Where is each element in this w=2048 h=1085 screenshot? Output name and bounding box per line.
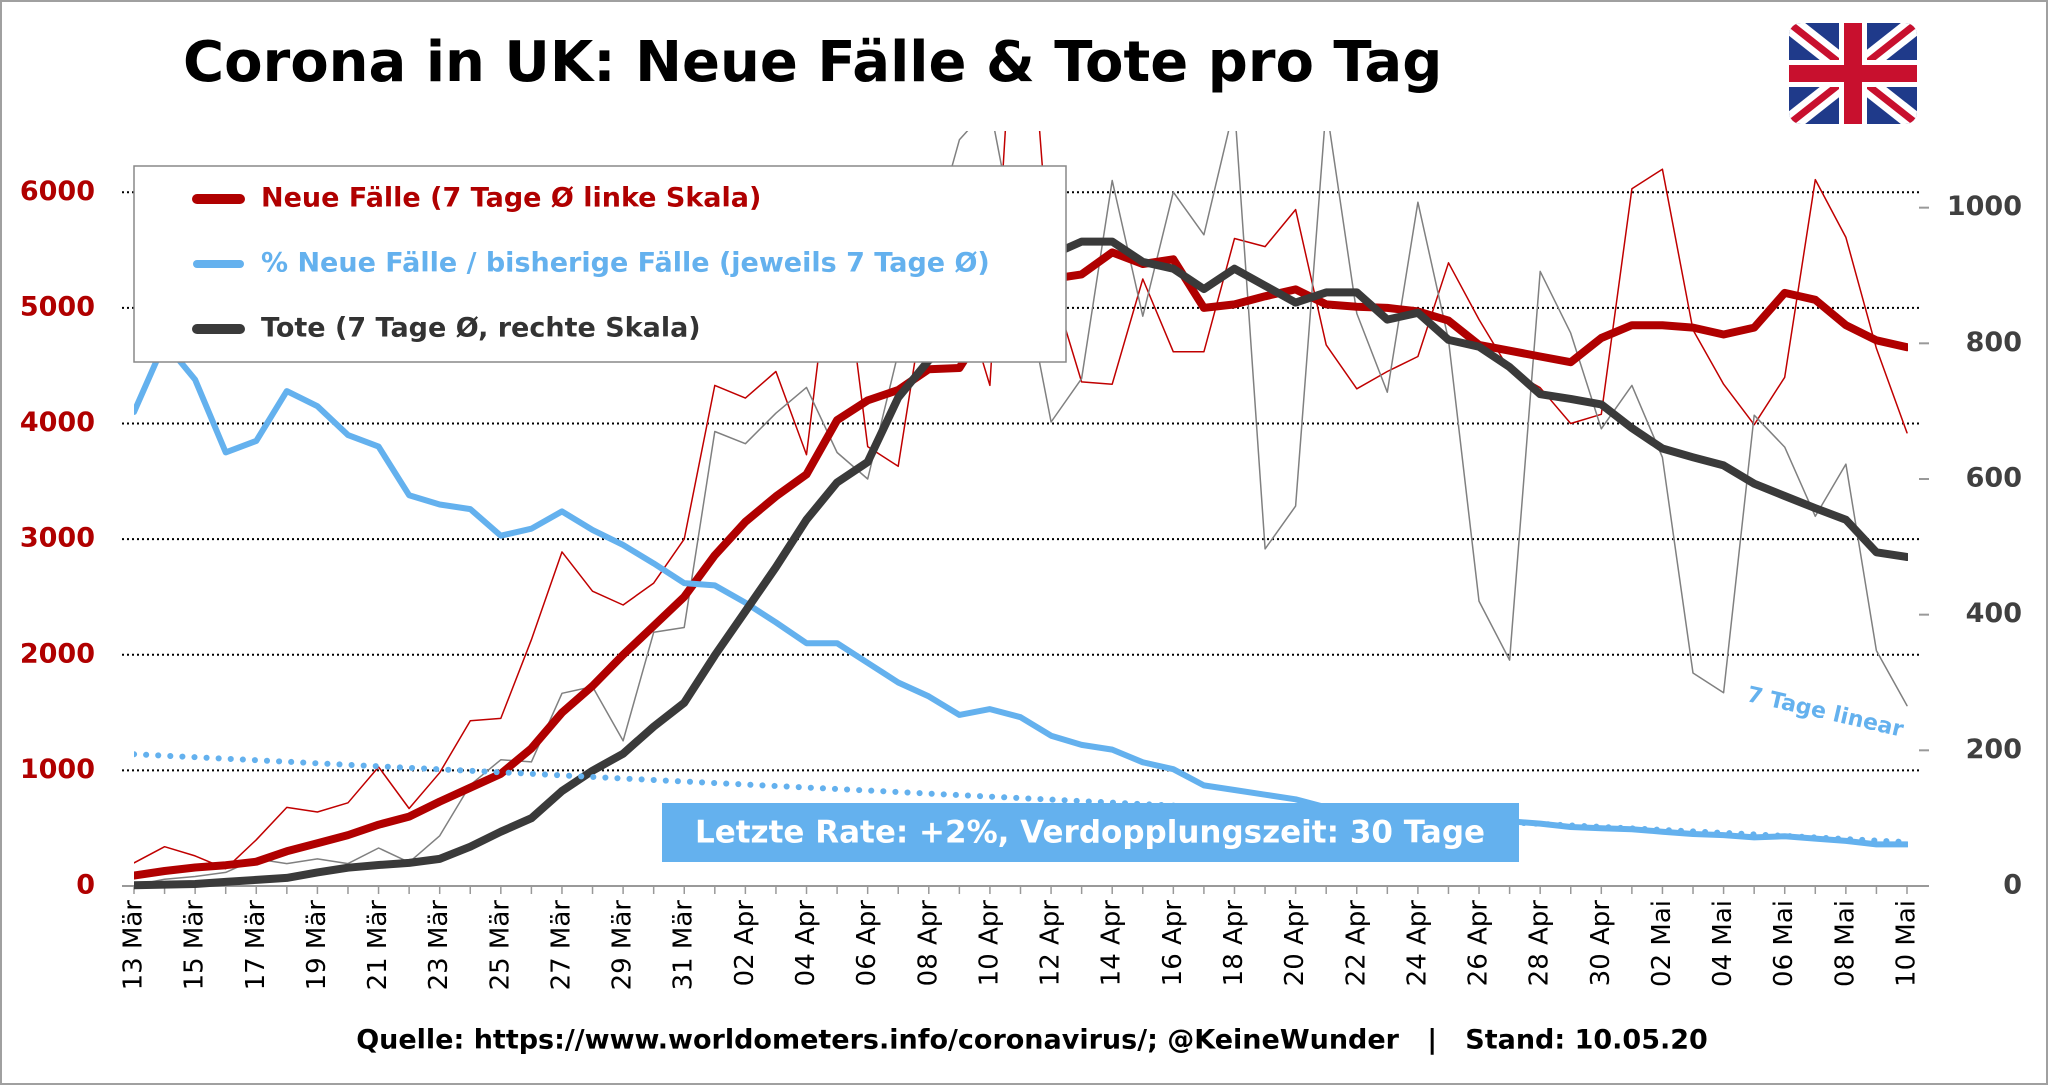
x-tick-label: 18 Apr bbox=[1219, 900, 1249, 987]
x-tick-label: 20 Apr bbox=[1280, 900, 1310, 987]
legend-label: Tote (7 Tage Ø, rechte Skala) bbox=[261, 313, 701, 344]
legend-label: Neue Fälle (7 Tage Ø linke Skala) bbox=[261, 183, 761, 214]
legend: Neue Fälle (7 Tage Ø linke Skala) % Neue … bbox=[133, 165, 1067, 363]
x-tick-label: 08 Mai bbox=[1830, 900, 1860, 987]
chart-title: Corona in UK: Neue Fälle & Tote pro Tag bbox=[183, 30, 1442, 95]
x-tick-label: 06 Mai bbox=[1769, 900, 1799, 987]
x-tick-label: 26 Apr bbox=[1464, 900, 1494, 987]
x-tick-label: 28 Apr bbox=[1525, 900, 1555, 987]
x-tick-label: 14 Apr bbox=[1097, 900, 1127, 987]
y-tick-label: 0 bbox=[76, 870, 95, 901]
y-tick-label: 1000 bbox=[20, 754, 95, 785]
legend-label: % Neue Fälle / bisherige Fälle (jeweils … bbox=[261, 248, 990, 279]
y2-tick-label: 800 bbox=[1966, 327, 2022, 358]
legend-box bbox=[133, 165, 1067, 363]
series-line bbox=[134, 339, 1908, 848]
x-tick-label: 08 Apr bbox=[913, 900, 943, 987]
y-tick-label: 2000 bbox=[20, 638, 95, 669]
x-tick-label: 15 Mär bbox=[180, 900, 210, 991]
y2-tick-label: 0 bbox=[2003, 870, 2022, 901]
y-tick-label: 5000 bbox=[20, 291, 95, 322]
annotation-box bbox=[662, 803, 1519, 862]
y2-tick-label: 1000 bbox=[1947, 191, 2022, 222]
x-tick-label: 25 Mär bbox=[485, 900, 515, 991]
x-tick-label: 04 Mai bbox=[1708, 900, 1738, 987]
x-tick-label: 29 Mär bbox=[608, 900, 638, 991]
y-tick-label: 3000 bbox=[20, 523, 95, 554]
annotation-text: Letzte Rate: +2%, Verdopplungszeit: 30 T… bbox=[695, 815, 1485, 851]
x-tick-label: 31 Mär bbox=[669, 900, 699, 991]
x-tick-label: 16 Apr bbox=[1158, 900, 1188, 987]
footer: Quelle: https://www.worldometers.info/co… bbox=[356, 1025, 1708, 1056]
annotation: Letzte Rate: +2%, Verdopplungszeit: 30 T… bbox=[662, 682, 1906, 862]
axis-labels: 0 1000 2000 3000 4000 5000 6000 0 200 400 600 800 10… bbox=[20, 176, 2022, 991]
x-tick-label: 04 Apr bbox=[791, 900, 821, 987]
x-tick-label: 17 Mär bbox=[241, 900, 271, 991]
y-tick-label: 6000 bbox=[20, 176, 95, 207]
daily-line bbox=[134, 131, 1908, 870]
x-tick-label: 02 Apr bbox=[730, 900, 760, 987]
x-tick-label: 30 Apr bbox=[1586, 900, 1616, 987]
x-tick-label: 10 Apr bbox=[974, 900, 1004, 987]
y-tick-label: 4000 bbox=[20, 407, 95, 438]
y2-tick-label: 200 bbox=[1966, 734, 2022, 765]
x-tick-label: 02 Mai bbox=[1647, 900, 1677, 987]
grid bbox=[122, 191, 1929, 894]
x-tick-label: 06 Apr bbox=[852, 900, 882, 987]
x-tick-label: 10 Mai bbox=[1892, 900, 1922, 987]
x-tick-label: 21 Mär bbox=[363, 900, 393, 991]
x-tick-label: 24 Apr bbox=[1402, 900, 1432, 987]
flag bbox=[1789, 23, 1917, 124]
y2-tick-label: 400 bbox=[1966, 598, 2022, 629]
x-tick-label: 23 Mär bbox=[424, 900, 454, 991]
y2-tick-label: 600 bbox=[1966, 462, 2022, 493]
x-tick-label: 27 Mär bbox=[546, 900, 576, 991]
x-tick-label: 12 Apr bbox=[1036, 900, 1066, 987]
x-tick-label: 19 Mär bbox=[302, 900, 332, 991]
x-tick-label: 22 Apr bbox=[1341, 900, 1371, 987]
x-tick-label: 13 Mär bbox=[119, 900, 149, 991]
